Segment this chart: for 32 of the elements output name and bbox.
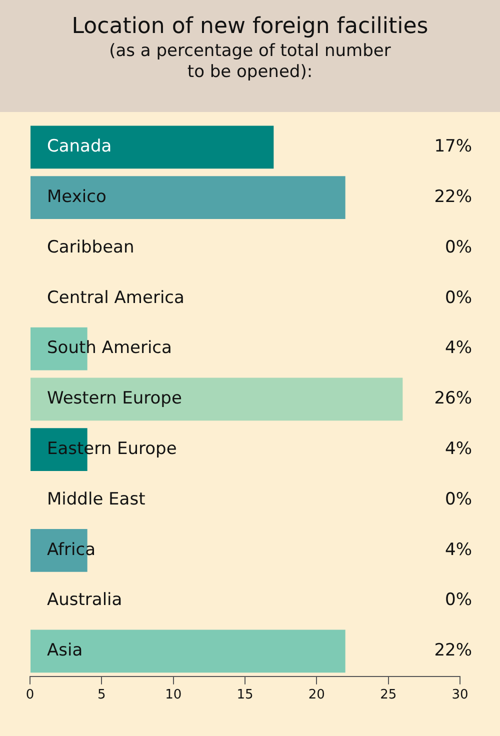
bar (30, 630, 346, 673)
data-label: 0% (445, 489, 472, 510)
x-tick-label: 10 (165, 688, 182, 703)
data-label: 0% (445, 237, 472, 258)
x-tick-label: 5 (98, 688, 106, 703)
y-tick-label: Middle East (47, 489, 146, 510)
x-tick-label: 0 (26, 688, 34, 703)
y-tick-label: Caribbean (47, 237, 134, 258)
data-label: 22% (434, 187, 472, 208)
data-label: 4% (445, 338, 472, 358)
y-tick-label: Australia (47, 590, 122, 610)
chart-title: Location of new foreign facilities (70, 14, 430, 39)
data-label: 0% (445, 288, 472, 308)
x-tick-label: 30 (452, 688, 468, 703)
x-tick-label: 15 (236, 688, 254, 703)
bar (30, 378, 403, 421)
chart-subtitle: (as a percentage of total number to be opened): (108, 41, 392, 84)
y-tick-label: Asia (47, 640, 83, 661)
data-label: 0% (445, 590, 472, 610)
x-tick-label: 20 (308, 688, 325, 703)
y-tick-label: Mexico (47, 187, 106, 208)
y-tick-label: Central America (47, 288, 184, 308)
y-tick-label: Canada (47, 136, 112, 157)
y-tick-label: Western Europe (47, 388, 182, 409)
bar (30, 126, 274, 169)
data-label: 26% (434, 388, 472, 409)
data-label: 17% (434, 136, 472, 157)
data-label: 22% (434, 640, 472, 661)
x-tick-label: 25 (380, 688, 397, 703)
data-label: 4% (445, 439, 472, 460)
bar (30, 176, 346, 220)
data-label: 4% (445, 540, 472, 560)
